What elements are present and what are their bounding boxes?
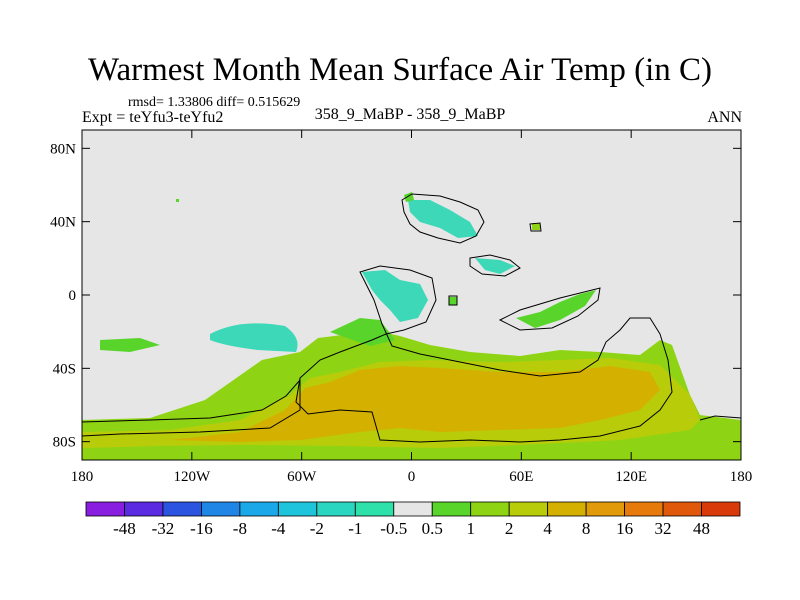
colorbar-label: 2	[505, 519, 514, 538]
lon-tick-label: 180	[730, 469, 753, 485]
colorbar-label: 32	[655, 519, 672, 538]
colorbar-label: -48	[113, 519, 136, 538]
colorbar-swatch	[662, 501, 702, 517]
pacific-green-fringe	[100, 338, 160, 352]
lat-tick-label: 0	[69, 288, 77, 304]
north-land-anomaly-3	[475, 258, 515, 274]
africa-anomaly	[362, 270, 428, 322]
south-strip-outline	[81, 378, 301, 437]
colorbar-swatch	[239, 501, 279, 517]
atlantic-green-fringe	[330, 318, 395, 346]
colorbar-label: -32	[152, 519, 175, 538]
colorbar-swatch	[277, 501, 318, 517]
lon-tick-label: 120W	[173, 469, 211, 485]
colorbar-label: -1	[348, 519, 362, 538]
colorbar-swatch	[85, 501, 125, 517]
siberia-outline	[469, 254, 521, 277]
colorbar-swatch	[431, 501, 472, 517]
east-south-outline	[699, 415, 742, 421]
north-land-anomaly-4	[516, 290, 596, 328]
run-comparison-label: 358_9_MaBP - 358_9_MaBP	[314, 106, 506, 123]
lon-tick-label: 120E	[615, 469, 647, 485]
colorbar-swatch	[316, 501, 356, 517]
lon-tick-label: 60W	[287, 469, 317, 485]
laurussia-outline	[401, 193, 485, 244]
lat-tick-label: 40N	[50, 215, 76, 231]
lon-tick-label: 180	[71, 469, 94, 485]
north-china-outline	[498, 287, 601, 331]
colorbar-swatch	[508, 501, 549, 517]
colorbar-label: -2	[310, 519, 324, 538]
colorbar-label: 1	[466, 519, 475, 538]
gondwana-outline	[295, 265, 673, 443]
small-island-anomaly-2	[532, 223, 540, 230]
colorbar-label: 48	[693, 519, 710, 538]
land-outlines	[81, 193, 742, 443]
kazakhstania-outline	[529, 222, 542, 232]
southwest-pacific-cool-patch	[210, 323, 298, 352]
latitude-axis: 80N 40N 0 40S 80S	[50, 141, 741, 451]
colorbar-swatch	[470, 501, 510, 517]
colorbar-label: 8	[582, 519, 591, 538]
lon-tick-label: 60E	[509, 469, 533, 485]
longitude-axis: 180 120W 60W 0 60E 120E 180	[71, 130, 753, 485]
colorbar-label: -8	[233, 519, 247, 538]
colorbar-swatch	[201, 501, 241, 517]
colorbar: -48 -32 -16 -8 -4 -2 -1 -0.5 0.5 1 2 4 8 16 32 48	[85, 501, 741, 538]
lat-tick-label: 80S	[53, 435, 76, 451]
experiment-label: Expt = teYfu3-teYfu2	[82, 109, 224, 126]
colorbar-label: 16	[616, 519, 633, 538]
colorbar-swatch	[354, 501, 395, 517]
colorbar-swatch	[701, 501, 741, 517]
colorbar-swatch	[393, 501, 433, 517]
map-title: Warmest Month Mean Surface Air Temp (in …	[87, 52, 713, 88]
colorbar-swatch	[162, 501, 202, 517]
colorbar-label: -0.5	[380, 519, 407, 538]
colorbar-label: 0.5	[422, 519, 443, 538]
lat-tick-label: 80N	[50, 141, 76, 157]
season-label: ANN	[707, 109, 742, 126]
colorbar-swatch	[124, 501, 164, 517]
rmsd-diff-stats: rmsd= 1.33806 diff= 0.515629	[128, 95, 301, 110]
south-continent-warm-core	[170, 366, 660, 442]
colorbar-swatch	[585, 501, 625, 517]
lat-tick-label: 40S	[53, 361, 76, 377]
small-island-anomaly-3	[176, 199, 179, 202]
north-land-anomaly-1	[408, 200, 478, 238]
colorbar-label: -16	[190, 519, 213, 538]
small-island-anomaly-1	[449, 297, 457, 305]
colorbar-label: 4	[543, 519, 552, 538]
small-island-outline	[448, 295, 458, 306]
colorbar-swatch	[547, 501, 587, 517]
anomaly-fields	[82, 192, 741, 460]
colorbar-swatch	[624, 501, 664, 517]
lon-tick-label: 0	[408, 469, 416, 485]
colorbar-label: -4	[271, 519, 286, 538]
